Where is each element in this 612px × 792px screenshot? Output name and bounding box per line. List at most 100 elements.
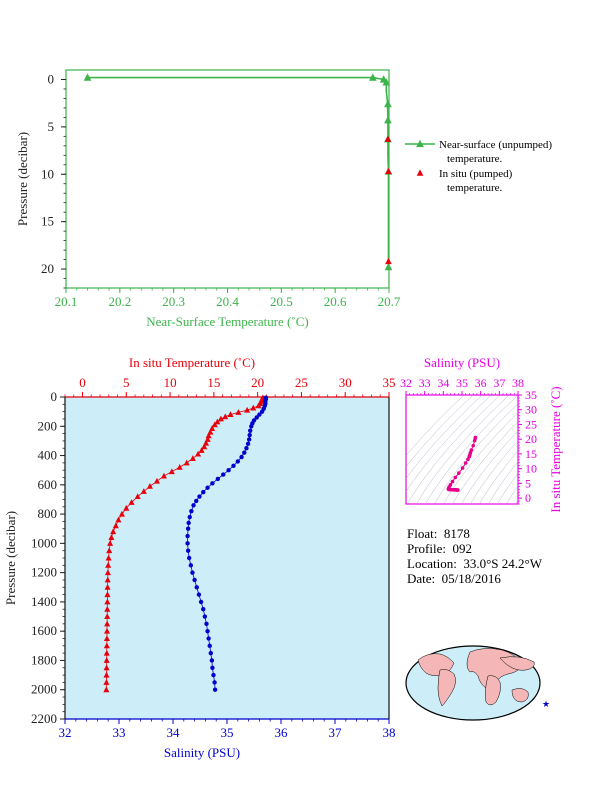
pressure-tick-label: 1400 — [31, 594, 57, 609]
salinity-point — [191, 503, 196, 508]
salinity-point — [185, 533, 190, 539]
salinity-point — [257, 412, 262, 417]
temp-axis-label: In situ Temperature (˚C) — [129, 355, 255, 370]
world-map: ★ — [405, 645, 550, 721]
salinity-point — [188, 563, 194, 568]
salinity-point — [254, 415, 259, 420]
temperature-point — [201, 443, 208, 450]
salinity-point — [201, 489, 206, 495]
temperature-point — [104, 591, 111, 598]
temperature-point — [168, 468, 175, 475]
temperature-point — [105, 554, 112, 561]
ts-sal-tick-label: 34 — [437, 376, 449, 390]
top-y-axis-label: Pressure (decibar) — [15, 132, 30, 226]
salinity-point — [194, 585, 199, 590]
legend-marker-in-situ — [416, 169, 424, 176]
near-surface-marker — [384, 116, 392, 124]
salinity-point — [201, 607, 206, 612]
temperature-point — [104, 613, 111, 620]
ts-point — [456, 488, 460, 492]
profile-line: Profile: 092 — [407, 541, 542, 556]
sal-tick-label: 37 — [329, 725, 343, 740]
salinity-point — [204, 621, 209, 627]
ts-sal-tick-label: 38 — [512, 376, 524, 390]
temperature-point — [103, 664, 110, 671]
salinity-point — [226, 467, 231, 473]
temp-tick-label: 35 — [383, 375, 396, 390]
salinity-point — [259, 409, 265, 414]
ts-panel: 32 33 34 35 36 37 38 Salinity (PSU) 051015202530… — [400, 355, 563, 513]
salinity-point — [194, 498, 199, 504]
ts-point — [460, 466, 465, 470]
salinity-point — [208, 650, 213, 656]
temperature-point — [107, 540, 114, 546]
temp-tick-label: 20 — [251, 375, 264, 390]
salinity-point — [205, 628, 210, 634]
temperature-point — [176, 463, 183, 470]
pressure-tick-label: 200 — [38, 418, 58, 433]
ts-temp-tick-label: 25 — [525, 417, 537, 431]
top-x-tick-label: 20.1 — [55, 294, 78, 309]
date-line: Date: 05/18/2016 — [407, 571, 542, 586]
salinity-point — [198, 599, 204, 605]
temperature-point — [255, 402, 262, 409]
ts-temp-tick-label: 35 — [525, 388, 537, 402]
temp-tick-label: 25 — [295, 375, 308, 390]
profile-panel: 0 5 10 15 20 25 30 35 In situ Temperature (˚C) 32… — [3, 355, 396, 760]
temperature-point — [104, 576, 111, 583]
ts-point — [471, 443, 476, 448]
salinity-point — [192, 577, 197, 583]
salinity-point — [196, 592, 202, 597]
near-surface-panel: 20.1 20.2 20.3 20.4 20.5 20.6 20.7 0 5 10 15 20 Near… — [15, 69, 552, 329]
profile-value: 092 — [452, 541, 473, 556]
temperature-point — [104, 627, 111, 634]
salinity-point — [245, 441, 251, 447]
ts-sal-tick-label: 32 — [400, 376, 412, 390]
temperature-point — [103, 642, 110, 649]
salinity-point — [249, 424, 254, 429]
ts-sal-tick-label: 35 — [456, 376, 468, 390]
near-surface-marker — [83, 73, 92, 81]
ts-density-contour — [470, 440, 518, 504]
temperature-point — [146, 482, 153, 489]
legend-label-near-surface-2: temperature. — [447, 153, 503, 165]
temperature-point — [103, 679, 110, 685]
ts-density-contour — [407, 395, 501, 504]
salinity-point — [231, 463, 236, 468]
temperature-point — [189, 455, 196, 461]
float-value: 8178 — [443, 526, 470, 541]
temperature-point — [140, 488, 147, 494]
pressure-tick-label: 2200 — [31, 711, 57, 726]
salinity-point — [211, 672, 216, 678]
temperature-point — [217, 415, 224, 422]
top-y-tick-label: 5 — [48, 119, 55, 134]
top-x-tick-label: 20.4 — [216, 294, 239, 309]
ts-density-contour — [452, 421, 518, 504]
temperature-point — [103, 686, 110, 693]
salinity-point — [190, 570, 195, 575]
temperature-point — [211, 421, 218, 428]
salinity-point — [244, 446, 249, 451]
temperature-point — [183, 459, 190, 466]
top-x-axis-label: Near-Surface Temperature (˚C) — [146, 314, 308, 329]
ts-point — [463, 461, 468, 465]
pressure-tick-label: 1800 — [31, 652, 57, 667]
sal-tick-label: 34 — [167, 725, 181, 740]
legend-label-in-situ-2: temperature. — [447, 182, 503, 194]
salinity-point — [189, 508, 194, 514]
pressure-tick-label: 400 — [38, 448, 58, 463]
temperature-point — [160, 472, 167, 479]
salinity-point — [207, 643, 212, 649]
salinity-point — [215, 476, 221, 482]
temperature-point — [115, 516, 122, 523]
temperature-point — [104, 598, 111, 605]
temperature-point — [250, 404, 257, 411]
near-surface-marker — [369, 73, 377, 81]
float-info: Float: 8178 Profile: 092 Location: 33.0°… — [407, 526, 542, 586]
top-x-tick-label: 20.3 — [162, 294, 185, 309]
temperature-point — [198, 447, 205, 453]
in-situ-marker — [385, 257, 392, 265]
salinity-point — [210, 481, 215, 486]
location-line: Location: 33.0°S 24.2°W — [407, 556, 542, 571]
